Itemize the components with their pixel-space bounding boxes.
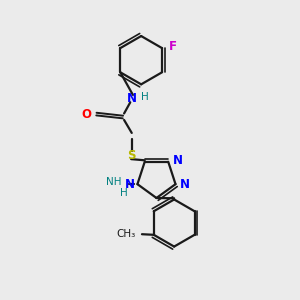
Text: N: N	[127, 92, 137, 105]
Text: S: S	[128, 149, 136, 162]
Text: H: H	[120, 188, 128, 198]
Text: NH: NH	[106, 177, 122, 188]
Text: N: N	[173, 154, 183, 167]
Text: N: N	[180, 178, 190, 191]
Text: CH₃: CH₃	[116, 229, 136, 239]
Text: F: F	[169, 40, 177, 53]
Text: O: O	[82, 108, 92, 121]
Text: H: H	[141, 92, 148, 102]
Text: N: N	[124, 178, 134, 191]
